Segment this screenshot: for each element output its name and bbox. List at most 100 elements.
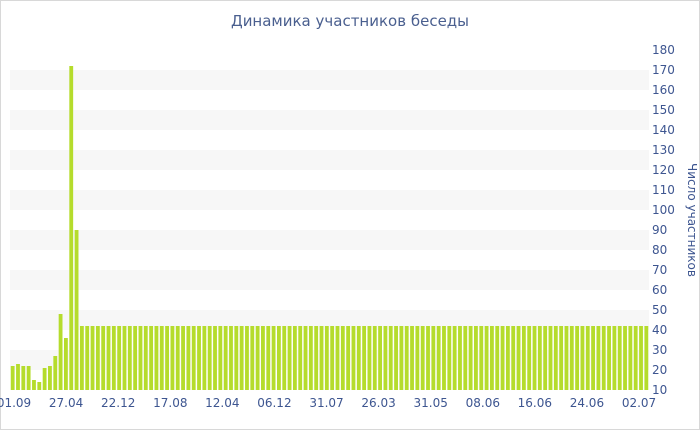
bar	[37, 382, 42, 390]
bar	[127, 326, 132, 390]
bar	[516, 326, 521, 390]
bar	[181, 326, 185, 390]
bar	[101, 326, 106, 390]
bar	[69, 66, 74, 390]
bar	[591, 326, 595, 390]
bar	[245, 326, 249, 390]
bar	[436, 326, 441, 390]
x-tick-label: 24.06	[570, 396, 604, 410]
bar	[111, 326, 116, 390]
grid-band	[10, 350, 649, 370]
bar	[138, 326, 143, 390]
y-axis: 10 20 30 40 50 60 70 80 90 100 110 120 130 140 150 160 1…	[652, 43, 675, 397]
bar	[95, 326, 100, 390]
bar	[149, 326, 154, 390]
x-tick-label: 08.06	[466, 396, 500, 410]
bar	[106, 326, 111, 390]
bar	[431, 326, 436, 390]
y-tick-label: 80	[652, 243, 667, 257]
y-tick-label: 30	[652, 343, 667, 357]
bar	[378, 326, 382, 390]
bar	[10, 366, 15, 390]
y-tick-label: 70	[652, 263, 667, 277]
bar	[207, 326, 212, 390]
bar	[633, 326, 638, 390]
x-tick-label: 17.08	[153, 396, 187, 410]
y-tick-label: 170	[652, 63, 675, 77]
bar	[452, 326, 457, 390]
bar	[500, 326, 505, 390]
bar	[319, 326, 324, 390]
bar	[585, 326, 590, 390]
bar	[330, 326, 335, 390]
bar	[543, 326, 548, 390]
bar	[399, 326, 404, 390]
bar	[218, 326, 223, 390]
bar	[175, 326, 180, 390]
grid-band	[10, 230, 649, 250]
bar	[388, 326, 393, 390]
grid-band	[10, 110, 649, 130]
y-tick-label: 10	[652, 383, 667, 397]
bar	[48, 366, 52, 390]
y-tick-label: 160	[652, 83, 675, 97]
bar	[165, 326, 169, 390]
bar	[261, 326, 265, 390]
y-tick-label: 150	[652, 103, 675, 117]
bar	[527, 326, 532, 390]
bar	[170, 326, 175, 390]
bar	[223, 326, 228, 390]
x-tick-label: 01.09	[0, 396, 31, 410]
bar	[559, 326, 564, 390]
y-axis-title: Число участников	[685, 163, 699, 277]
x-axis: 01.09 27.04 22.12 17.08 12.04 06.12 31.07 26.03…	[0, 396, 656, 410]
bar	[617, 326, 622, 390]
bar	[122, 326, 127, 390]
y-tick-label: 140	[652, 123, 675, 137]
grid-band	[10, 70, 649, 90]
bar	[458, 326, 462, 390]
x-tick-label: 16.06	[518, 396, 552, 410]
y-tick-label: 130	[652, 143, 675, 157]
bar	[32, 380, 36, 390]
bar	[74, 230, 79, 390]
bar	[314, 326, 319, 390]
x-tick-label: 26.03	[361, 396, 395, 410]
bar	[442, 326, 446, 390]
bar	[154, 326, 159, 390]
bar	[495, 326, 500, 390]
bar	[372, 326, 377, 390]
bar	[479, 326, 484, 390]
bar	[548, 326, 553, 390]
bar	[239, 326, 244, 390]
bar	[197, 326, 201, 390]
bar	[623, 326, 627, 390]
y-tick-label: 110	[652, 183, 675, 197]
bar	[186, 326, 191, 390]
x-tick-label: 06.12	[257, 396, 291, 410]
bar	[213, 326, 217, 390]
bar	[282, 326, 287, 390]
y-tick-label: 90	[652, 223, 667, 237]
bar	[79, 326, 84, 390]
bar	[271, 326, 276, 390]
grid-band	[10, 270, 649, 290]
bar	[346, 326, 351, 390]
x-tick-label: 22.12	[101, 396, 135, 410]
y-tick-label: 180	[652, 43, 675, 57]
x-tick-label: 31.05	[414, 396, 448, 410]
y-tick-label: 20	[652, 363, 667, 377]
bar	[628, 326, 633, 390]
bar	[564, 326, 569, 390]
bar	[308, 326, 313, 390]
bar	[639, 326, 643, 390]
bar	[468, 326, 473, 390]
bar	[420, 326, 425, 390]
y-tick-label: 100	[652, 203, 675, 217]
bar	[356, 326, 361, 390]
grid-band	[10, 190, 649, 210]
bar	[117, 326, 122, 390]
bar	[64, 338, 68, 390]
bar	[229, 326, 233, 390]
bar	[601, 326, 606, 390]
